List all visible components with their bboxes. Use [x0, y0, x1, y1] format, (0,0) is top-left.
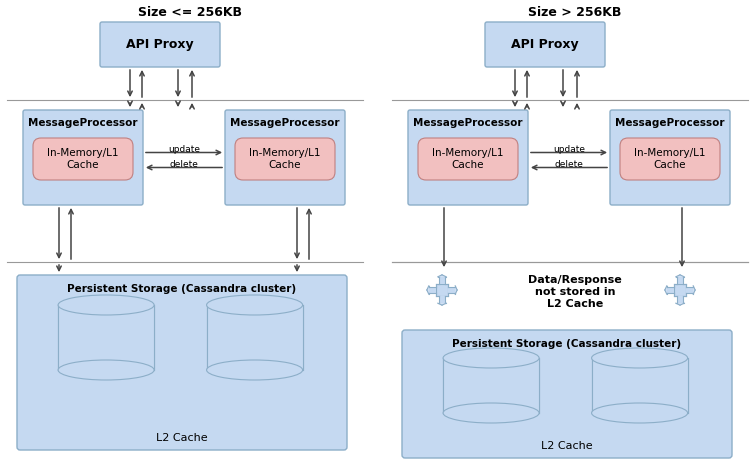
- Bar: [675, 285, 686, 296]
- Polygon shape: [665, 286, 667, 294]
- Ellipse shape: [443, 403, 539, 423]
- Text: In-Memory/L1
Cache: In-Memory/L1 Cache: [634, 148, 705, 170]
- FancyBboxPatch shape: [610, 110, 730, 205]
- Bar: [58, 305, 154, 370]
- FancyBboxPatch shape: [408, 110, 528, 205]
- Polygon shape: [427, 286, 429, 294]
- Text: MessageProcessor: MessageProcessor: [615, 118, 725, 128]
- Bar: [443, 358, 539, 413]
- Ellipse shape: [207, 295, 302, 315]
- Polygon shape: [455, 286, 457, 294]
- Polygon shape: [676, 275, 684, 277]
- Ellipse shape: [592, 348, 687, 368]
- FancyBboxPatch shape: [235, 138, 335, 180]
- Bar: [686, 287, 693, 293]
- Text: API Proxy: API Proxy: [126, 38, 194, 51]
- Bar: [58, 305, 154, 370]
- Text: Size <= 256KB: Size <= 256KB: [138, 6, 242, 19]
- Text: update: update: [553, 145, 585, 154]
- Polygon shape: [676, 303, 684, 305]
- Text: Size > 256KB: Size > 256KB: [529, 6, 622, 19]
- FancyBboxPatch shape: [620, 138, 720, 180]
- Text: L2 Cache: L2 Cache: [541, 441, 593, 451]
- Text: MessageProcessor: MessageProcessor: [414, 118, 523, 128]
- Text: Persistent Storage (Cassandra cluster): Persistent Storage (Cassandra cluster): [453, 339, 681, 349]
- Text: Data/Response
not stored in
L2 Cache: Data/Response not stored in L2 Cache: [528, 275, 622, 309]
- Ellipse shape: [207, 360, 302, 380]
- Text: delete: delete: [169, 160, 199, 169]
- Bar: [439, 296, 444, 303]
- FancyBboxPatch shape: [100, 22, 220, 67]
- Bar: [447, 287, 455, 293]
- Bar: [207, 305, 302, 370]
- Text: In-Memory/L1
Cache: In-Memory/L1 Cache: [47, 148, 119, 170]
- Ellipse shape: [443, 348, 539, 368]
- FancyBboxPatch shape: [485, 22, 605, 67]
- Bar: [678, 277, 683, 285]
- Ellipse shape: [58, 295, 154, 315]
- Ellipse shape: [592, 403, 687, 423]
- FancyBboxPatch shape: [23, 110, 143, 205]
- Bar: [667, 287, 675, 293]
- Polygon shape: [438, 303, 446, 305]
- Text: Persistent Storage (Cassandra cluster): Persistent Storage (Cassandra cluster): [68, 284, 296, 294]
- Polygon shape: [693, 286, 695, 294]
- FancyBboxPatch shape: [33, 138, 133, 180]
- Text: delete: delete: [554, 160, 584, 169]
- Text: In-Memory/L1
Cache: In-Memory/L1 Cache: [249, 148, 321, 170]
- Text: update: update: [168, 145, 200, 154]
- Bar: [436, 285, 447, 296]
- FancyBboxPatch shape: [418, 138, 518, 180]
- Polygon shape: [438, 275, 446, 277]
- FancyBboxPatch shape: [225, 110, 345, 205]
- FancyBboxPatch shape: [402, 330, 732, 458]
- Bar: [439, 277, 444, 285]
- Bar: [592, 358, 687, 413]
- Text: L2 Cache: L2 Cache: [156, 433, 208, 443]
- Text: In-Memory/L1
Cache: In-Memory/L1 Cache: [432, 148, 504, 170]
- Bar: [429, 287, 436, 293]
- Text: API Proxy: API Proxy: [511, 38, 579, 51]
- Ellipse shape: [58, 360, 154, 380]
- Bar: [207, 305, 302, 370]
- Text: MessageProcessor: MessageProcessor: [29, 118, 138, 128]
- Bar: [443, 358, 539, 413]
- Bar: [592, 358, 687, 413]
- Text: MessageProcessor: MessageProcessor: [230, 118, 340, 128]
- FancyBboxPatch shape: [17, 275, 347, 450]
- Bar: [678, 296, 683, 303]
